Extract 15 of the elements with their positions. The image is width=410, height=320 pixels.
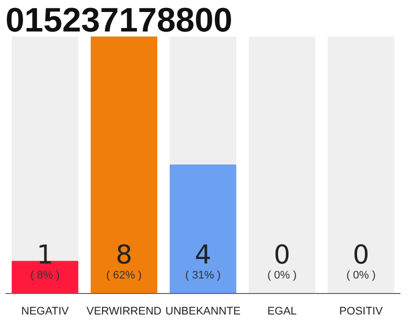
x-tick-label: EGAL <box>267 306 297 318</box>
data-label: 4 <box>194 240 212 270</box>
annotation: ( 62% ) <box>106 270 142 282</box>
annotation: ( 0% ) <box>346 270 376 282</box>
x-tick-label: UNBEKANNTE <box>165 306 241 318</box>
data-label: 8 <box>116 240 132 270</box>
x-tick-label: VERWIRREND <box>86 306 162 318</box>
x-tick-label: NEGATIV <box>21 306 70 318</box>
annotation: ( 8% ) <box>30 270 60 282</box>
data-label: 0 <box>352 240 370 270</box>
data-label: 0 <box>274 240 290 270</box>
chart-title: 015237178800 <box>6 2 232 40</box>
x-tick-label: POSITIV <box>339 306 384 318</box>
annotation: ( 31% ) <box>185 270 221 282</box>
annotation: ( 0% ) <box>267 270 297 282</box>
